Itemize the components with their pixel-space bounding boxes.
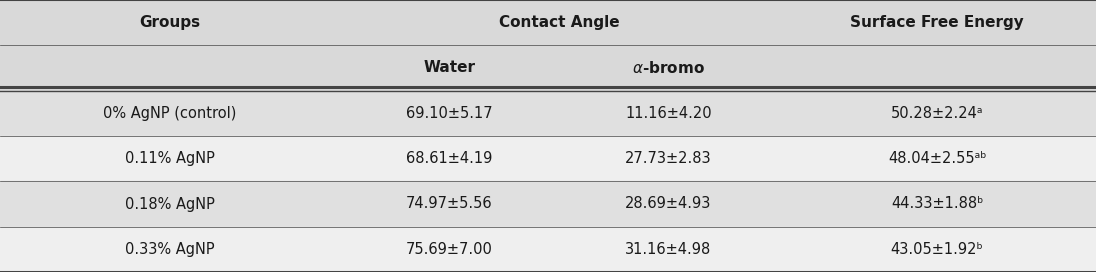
Text: 48.04±2.55ᵃᵇ: 48.04±2.55ᵃᵇ [888,151,986,166]
Text: 0% AgNP (control): 0% AgNP (control) [103,106,237,121]
Bar [340,227,559,272]
Bar [559,181,778,227]
Bar [340,45,559,91]
Text: 0.18% AgNP: 0.18% AgNP [125,196,215,212]
Bar [0,136,340,181]
Bar [778,136,1096,181]
Bar [340,0,559,45]
Text: 0.33% AgNP: 0.33% AgNP [125,242,215,257]
Text: 28.69±4.93: 28.69±4.93 [626,196,711,212]
Text: 68.61±4.19: 68.61±4.19 [407,151,492,166]
Text: Contact Angle: Contact Angle [499,15,619,30]
Bar [340,136,559,181]
Bar [0,91,340,136]
Bar [340,181,559,227]
Bar [0,0,340,45]
Text: Surface Free Energy: Surface Free Energy [850,15,1024,30]
Text: 74.97±5.56: 74.97±5.56 [406,196,493,212]
Bar [0,181,340,227]
Text: 75.69±7.00: 75.69±7.00 [406,242,493,257]
Bar [778,181,1096,227]
Text: 50.28±2.24ᵃ: 50.28±2.24ᵃ [891,106,983,121]
Bar [559,227,778,272]
Text: 27.73±2.83: 27.73±2.83 [625,151,712,166]
Bar [559,45,778,91]
Bar [340,91,559,136]
Bar [0,45,340,91]
Text: 11.16±4.20: 11.16±4.20 [625,106,712,121]
Text: 44.33±1.88ᵇ: 44.33±1.88ᵇ [891,196,983,212]
Bar [778,0,1096,45]
Text: 43.05±1.92ᵇ: 43.05±1.92ᵇ [891,242,983,257]
Bar [559,91,778,136]
Bar [559,136,778,181]
Text: $\alpha$-bromo: $\alpha$-bromo [632,60,705,76]
Bar [559,0,778,45]
Bar [778,45,1096,91]
Text: Water: Water [423,60,476,76]
Text: 31.16±4.98: 31.16±4.98 [626,242,711,257]
Bar [778,227,1096,272]
Bar [0,227,340,272]
Text: 69.10±5.17: 69.10±5.17 [406,106,493,121]
Text: 0.11% AgNP: 0.11% AgNP [125,151,215,166]
Text: Groups: Groups [139,15,201,30]
Bar [778,91,1096,136]
